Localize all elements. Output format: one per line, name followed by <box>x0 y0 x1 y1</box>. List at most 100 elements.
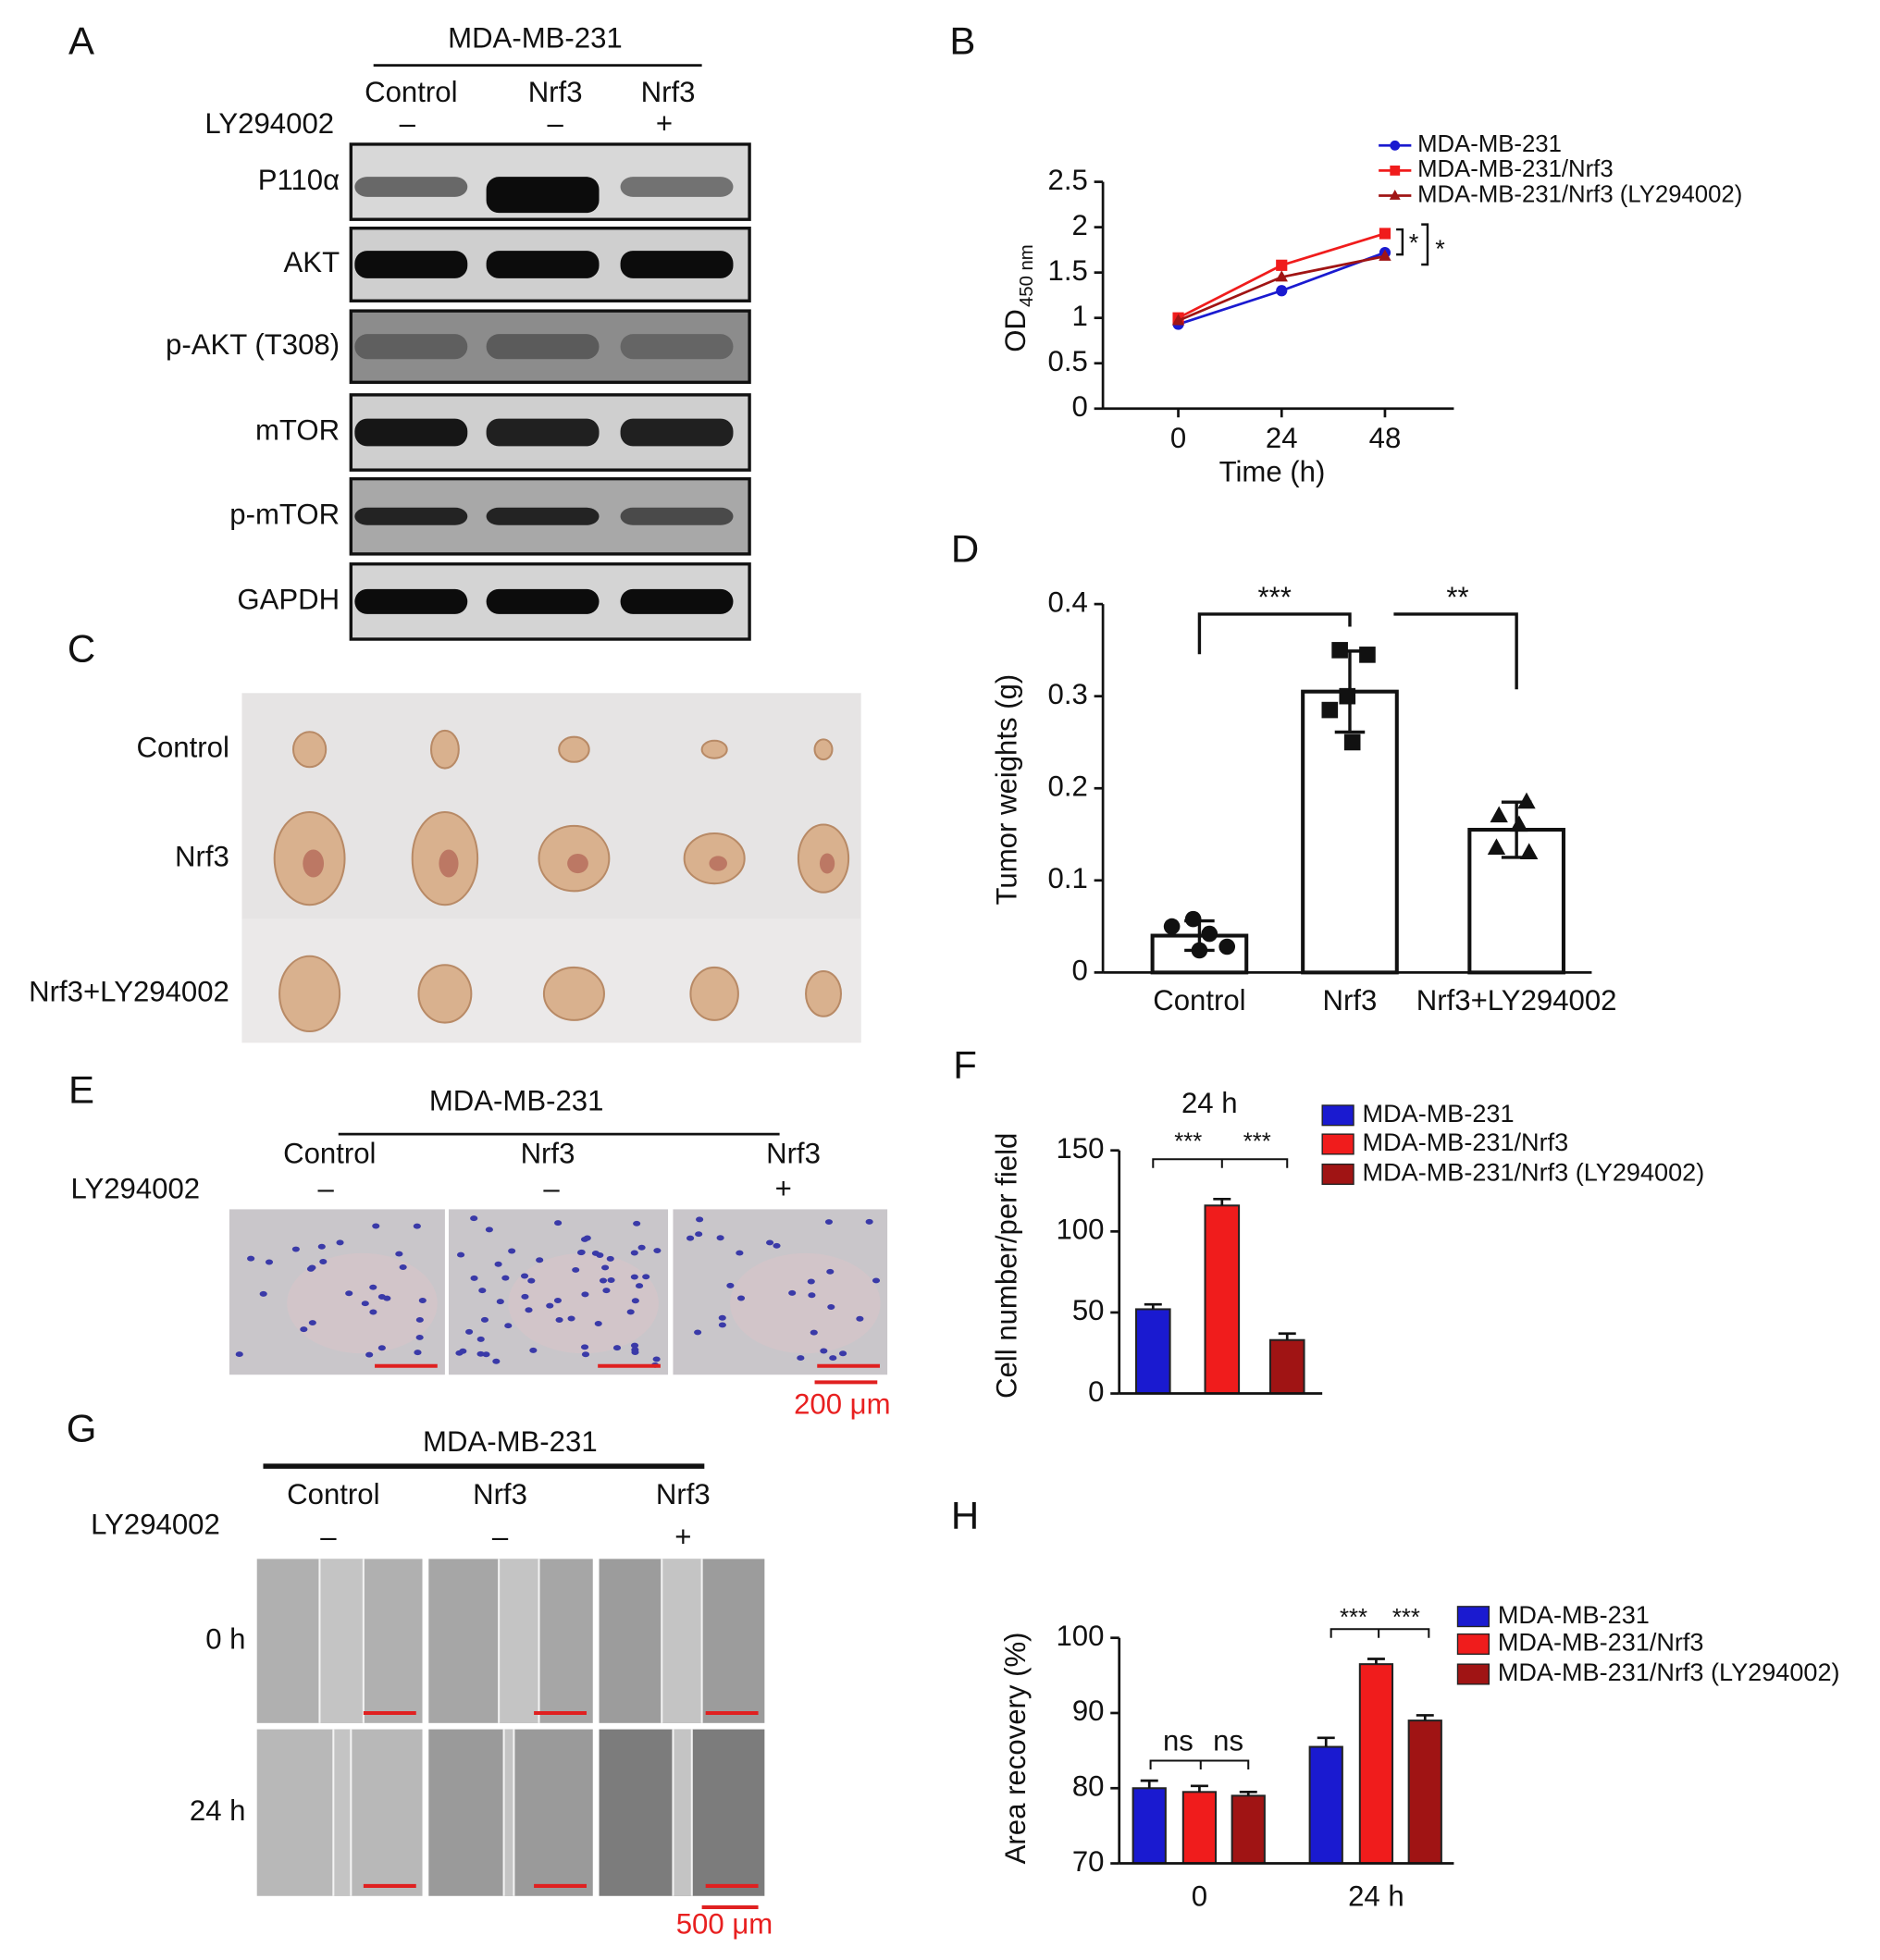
legend-label: MDA-MB-231/Nrf3 <box>1498 1628 1704 1657</box>
y-axis-label: OD <box>999 309 1032 352</box>
cell <box>810 1329 818 1336</box>
cell <box>395 1251 403 1257</box>
treatment-label: LY294002 <box>70 1172 200 1204</box>
bar <box>1268 1338 1305 1395</box>
cell <box>865 1218 873 1225</box>
x-tick-label: 0 <box>1192 1880 1207 1913</box>
cell <box>788 1289 797 1296</box>
cell <box>626 1309 635 1315</box>
data-point <box>1331 642 1348 659</box>
legend-marker <box>1390 165 1401 176</box>
annotation: ns <box>1163 1725 1194 1757</box>
cell <box>826 1268 835 1275</box>
wound-gap <box>673 1729 692 1896</box>
data-point <box>1520 843 1539 859</box>
legend-swatch <box>1321 1163 1354 1185</box>
cell <box>504 1323 513 1329</box>
bar <box>1204 1204 1241 1395</box>
cell <box>478 1288 487 1294</box>
sign-label: + <box>674 1521 691 1553</box>
annotation-bracket <box>1393 612 1518 690</box>
band <box>486 507 600 525</box>
sign-label: + <box>656 107 673 140</box>
cell <box>601 1264 610 1271</box>
x-tick-label: Nrf3+LY294002 <box>1416 984 1617 1017</box>
legend-label: MDA-MB-231/Nrf3 (LY294002) <box>1498 1658 1840 1686</box>
wound-gap <box>333 1729 352 1896</box>
x-tick-label: Nrf3 <box>1323 984 1378 1017</box>
tumor <box>278 955 341 1033</box>
treatment-label: LY294002 <box>91 1508 220 1540</box>
panel-letter: D <box>951 526 979 570</box>
cell <box>259 1290 267 1297</box>
data-point <box>1218 938 1236 955</box>
cell <box>635 1283 644 1289</box>
y-tick-label: 0 <box>1072 390 1088 423</box>
cell <box>630 1274 638 1280</box>
cell <box>642 1274 650 1280</box>
cell <box>369 1309 377 1315</box>
data-point <box>1490 806 1508 823</box>
legend-label: MDA-MB-231 <box>1498 1600 1650 1629</box>
marker <box>1379 228 1391 240</box>
y-label-group: Cell number/per field <box>991 1133 1023 1399</box>
annotation: *** <box>1174 1128 1202 1154</box>
annotation: *** <box>1243 1128 1271 1154</box>
category-label: 24 h <box>1181 1087 1238 1119</box>
panel-letter: B <box>949 19 975 63</box>
y-tick-label: 0.1 <box>1048 862 1088 894</box>
legend-marker <box>1390 140 1401 151</box>
cell <box>465 1328 474 1335</box>
error-bar <box>1213 1197 1231 1206</box>
cell <box>797 1355 805 1362</box>
error-bar <box>1317 1736 1335 1747</box>
band <box>486 251 600 278</box>
tumor-spot <box>439 849 459 878</box>
y-tick-label: 0.3 <box>1048 678 1088 710</box>
sign-label: – <box>320 1521 337 1553</box>
marker <box>1276 259 1288 271</box>
cell <box>567 1315 575 1322</box>
cell <box>496 1299 504 1305</box>
cell <box>829 1355 837 1362</box>
cell <box>235 1351 243 1358</box>
cell <box>291 1246 300 1252</box>
x-tick-label: 24 h <box>1348 1880 1404 1913</box>
band <box>354 507 468 525</box>
marker <box>1171 314 1185 326</box>
band <box>354 177 468 197</box>
cell <box>630 1250 638 1256</box>
cell <box>317 1243 326 1250</box>
cell <box>686 1235 695 1241</box>
cell <box>336 1239 344 1246</box>
y-tick-label: 100 <box>1056 1214 1104 1246</box>
group-label: Control <box>365 76 457 108</box>
band <box>354 251 468 278</box>
cell <box>696 1216 704 1223</box>
cell <box>536 1257 544 1264</box>
cell <box>856 1315 864 1322</box>
treatment-label: LY294002 <box>204 107 334 140</box>
y-tick-label: 100 <box>1056 1620 1104 1652</box>
bar <box>1134 1308 1171 1395</box>
panel-letter: A <box>68 19 94 63</box>
cell <box>521 1293 529 1300</box>
band <box>354 588 468 614</box>
cell <box>580 1344 589 1350</box>
cell <box>369 1284 377 1290</box>
row-label: GAPDH <box>237 584 340 616</box>
cell-line: MDA-MB-231 <box>448 22 623 55</box>
sign-label: – <box>318 1172 335 1204</box>
bar <box>1407 1720 1442 1865</box>
y-tick-label: 0.4 <box>1048 586 1088 618</box>
cell <box>459 1348 467 1354</box>
cell <box>546 1302 554 1309</box>
y-axis-label: Cell number/per field <box>991 1133 1023 1399</box>
legend-label: MDA-MB-231/Nrf3 (LY294002) <box>1363 1158 1705 1187</box>
cell <box>736 1250 744 1256</box>
tumor <box>291 731 328 769</box>
cell <box>581 1351 590 1358</box>
cell <box>361 1301 369 1307</box>
data-point <box>1517 792 1536 809</box>
